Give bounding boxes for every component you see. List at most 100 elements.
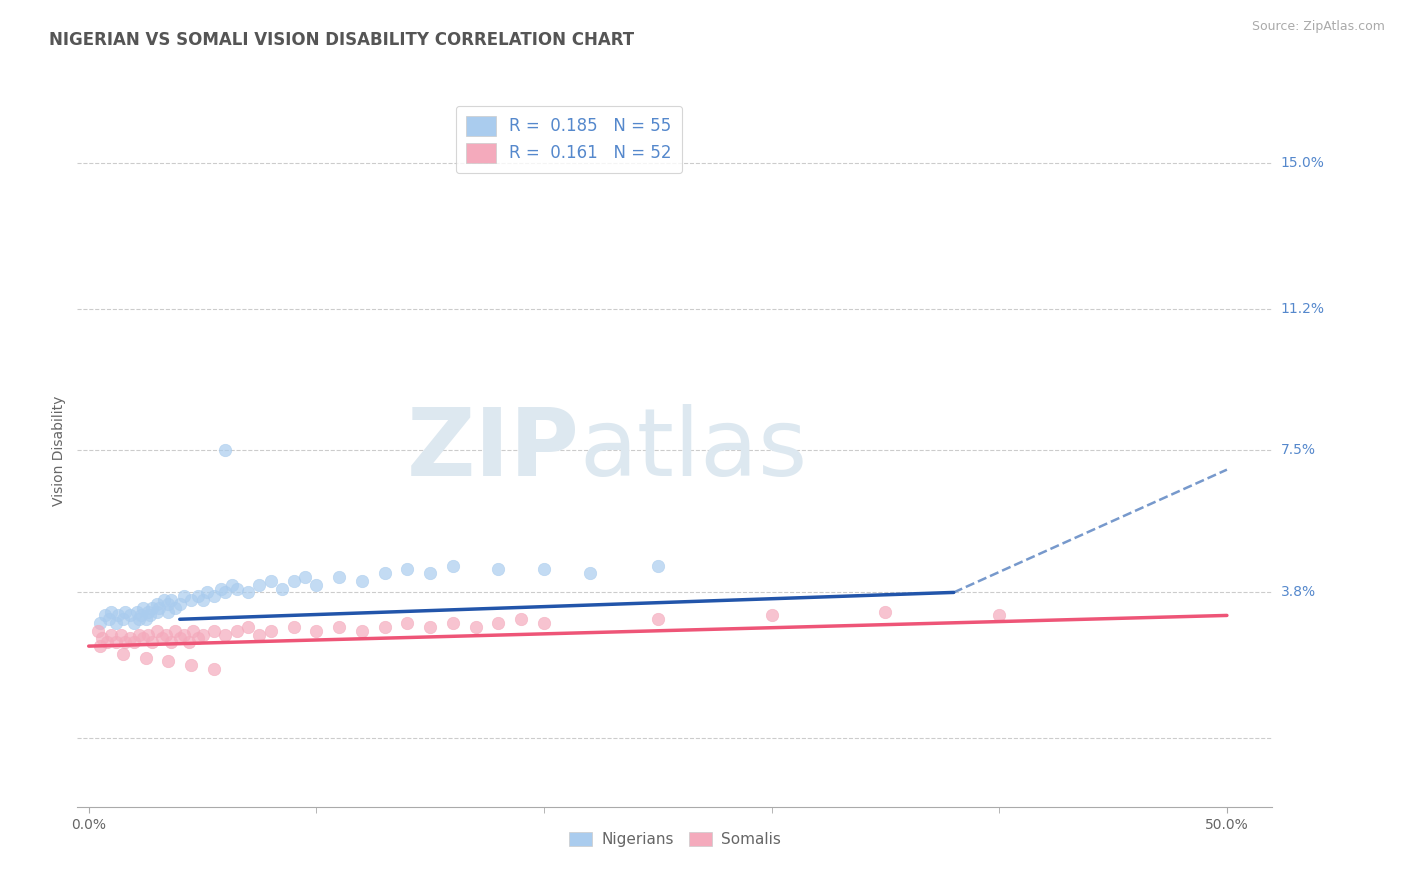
Point [129, 608, 152, 623]
Text: 7.5%: 7.5% [1281, 443, 1316, 458]
Point [139, 608, 162, 623]
Point [157, 655, 180, 669]
Point [214, 627, 236, 641]
Point [93, 608, 115, 623]
Point [180, 593, 202, 607]
Point [157, 605, 180, 619]
Point [396, 616, 419, 631]
Point [114, 635, 136, 649]
Point [350, 624, 373, 638]
Point [180, 658, 202, 673]
Text: NIGERIAN VS SOMALI VISION DISABILITY CORRELATION CHART: NIGERIAN VS SOMALI VISION DISABILITY COR… [49, 31, 634, 49]
Point [105, 635, 128, 649]
Point [187, 632, 209, 646]
Point [283, 620, 305, 634]
Point [578, 566, 600, 581]
Point [122, 616, 145, 631]
Point [225, 582, 247, 596]
Point [111, 612, 134, 626]
Point [155, 627, 177, 641]
Text: Source: ZipAtlas.com: Source: ZipAtlas.com [1251, 20, 1385, 33]
Point [153, 593, 176, 607]
Point [419, 620, 441, 634]
Point [105, 616, 128, 631]
Point [647, 612, 669, 626]
Point [221, 578, 243, 592]
Legend: Nigerians, Somalis: Nigerians, Somalis [562, 826, 787, 853]
Point [875, 605, 897, 619]
Point [100, 627, 122, 641]
Point [202, 662, 225, 676]
Point [761, 608, 783, 623]
Point [87, 624, 110, 638]
Point [260, 574, 283, 588]
Point [209, 582, 232, 596]
Point [249, 627, 271, 641]
Point [114, 605, 136, 619]
Point [141, 635, 163, 649]
Point [118, 632, 141, 646]
Point [236, 620, 259, 634]
Point [132, 632, 155, 646]
Point [283, 574, 305, 588]
Point [260, 624, 283, 638]
Point [89, 616, 111, 631]
Point [488, 562, 510, 576]
Point [488, 616, 510, 631]
Point [441, 558, 464, 573]
Point [374, 620, 396, 634]
Point [419, 566, 441, 581]
Point [396, 562, 419, 576]
Point [225, 624, 247, 638]
Point [533, 562, 555, 576]
Point [128, 627, 150, 641]
Point [159, 593, 181, 607]
Point [187, 589, 209, 603]
Point [350, 574, 373, 588]
Point [107, 608, 129, 623]
Point [148, 600, 170, 615]
Point [191, 593, 214, 607]
Point [135, 650, 157, 665]
Point [202, 624, 225, 638]
Point [125, 605, 148, 619]
Point [173, 589, 195, 603]
Text: ZIP: ZIP [406, 404, 579, 497]
Point [328, 570, 350, 584]
Point [177, 635, 200, 649]
Point [100, 605, 122, 619]
Point [122, 635, 145, 649]
Point [191, 627, 214, 641]
Point [214, 585, 236, 599]
Point [159, 635, 181, 649]
Point [533, 616, 555, 631]
Point [136, 627, 159, 641]
Point [128, 612, 150, 626]
Point [141, 600, 163, 615]
Point [271, 582, 294, 596]
Point [150, 632, 173, 646]
Point [165, 600, 187, 615]
Point [988, 608, 1011, 623]
Text: atlas: atlas [579, 404, 807, 497]
Point [157, 597, 180, 611]
Point [165, 624, 187, 638]
Point [464, 620, 486, 634]
Point [98, 612, 121, 626]
Point [132, 600, 155, 615]
Point [305, 578, 328, 592]
Point [169, 597, 191, 611]
Point [169, 632, 191, 646]
Point [249, 578, 271, 592]
Point [146, 597, 169, 611]
Point [374, 566, 396, 581]
Point [96, 635, 118, 649]
Point [202, 589, 225, 603]
Point [195, 585, 218, 599]
Point [111, 647, 134, 661]
Point [647, 558, 669, 573]
Point [214, 443, 236, 458]
Y-axis label: Vision Disability: Vision Disability [52, 395, 66, 506]
Text: 11.2%: 11.2% [1281, 301, 1324, 316]
Point [136, 605, 159, 619]
